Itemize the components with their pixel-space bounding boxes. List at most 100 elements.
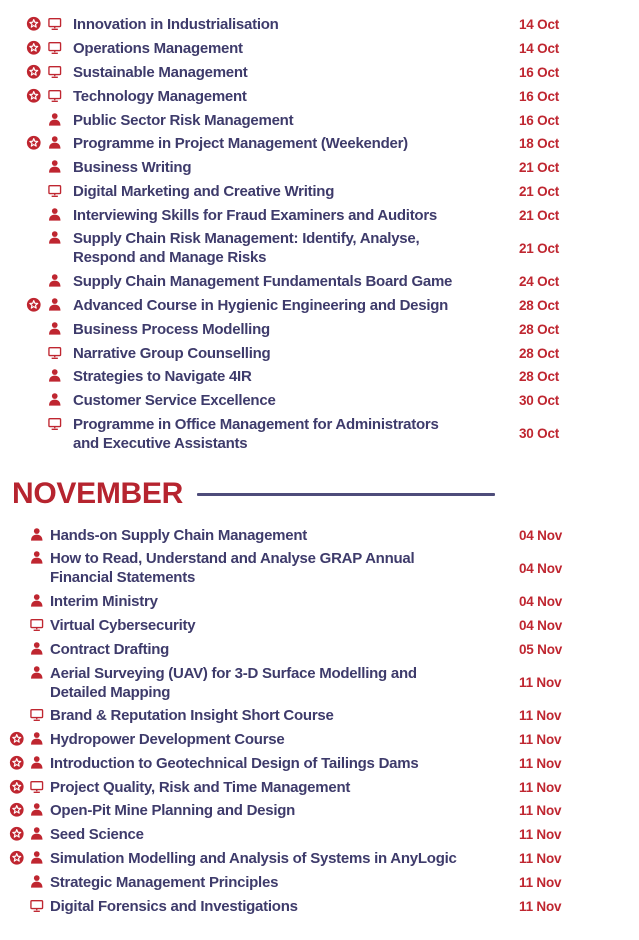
course-date: 04 Nov xyxy=(519,618,563,634)
course-title: Digital Marketing and Creative Writing xyxy=(73,182,335,200)
badge-star-icon xyxy=(26,297,42,313)
person-icon xyxy=(47,112,63,128)
header-rule xyxy=(196,493,495,496)
course-title: Project Quality, Risk and Time Managemen… xyxy=(50,778,351,796)
course-type-icons xyxy=(9,706,44,723)
course-row: Brand & Reputation Insight Short Course … xyxy=(0,704,567,728)
course-row: Programme in Office Management for Admin… xyxy=(0,413,567,456)
course-type-icons xyxy=(9,849,44,866)
course-date: 18 Oct xyxy=(519,136,560,152)
badge-star-icon xyxy=(9,731,25,747)
course-row: Interviewing Skills for Fraud Examiners … xyxy=(0,203,567,227)
course-type-icons xyxy=(24,111,62,128)
person-icon xyxy=(29,850,45,866)
course-title: Hydropower Development Course xyxy=(50,731,285,749)
course-title: Strategic Management Principles xyxy=(50,873,279,891)
course-title: Supply Chain Risk Management: Identify, … xyxy=(73,230,420,267)
course-date: 28 Oct xyxy=(519,369,560,385)
course-title: Narrative Group Counselling xyxy=(73,344,271,362)
course-title: Aerial Surveying (UAV) for 3-D Surface M… xyxy=(50,664,417,701)
course-type-icons xyxy=(24,63,62,80)
course-type-icons xyxy=(24,391,62,408)
course-title: Operations Management xyxy=(73,40,243,58)
course-date: 11 Nov xyxy=(519,779,562,795)
course-row: Aerial Surveying (UAV) for 3-D Surface M… xyxy=(0,661,567,704)
course-type-icons xyxy=(24,320,62,337)
course-title: Business Writing xyxy=(73,159,192,177)
course-row: Hydropower Development Course 11 Nov xyxy=(0,728,567,752)
course-type-icons xyxy=(9,897,44,914)
course-title: Introduction to Geotechnical Design of T… xyxy=(50,754,419,772)
course-type-icons xyxy=(9,825,44,842)
course-row: Customer Service Excellence 30 Oct xyxy=(0,389,567,413)
person-icon xyxy=(29,731,45,747)
november-section: NOVEMBER Hands-on Supply Chain Managemen… xyxy=(0,477,639,918)
course-title: Innovation in Industrialisation xyxy=(73,16,279,34)
course-row: Supply Chain Risk Management: Identify, … xyxy=(0,227,567,270)
badge-star-icon xyxy=(9,850,25,866)
course-title: Virtual Cybersecurity xyxy=(50,617,196,635)
course-title: Programme in Project Management (Weekend… xyxy=(73,135,408,153)
person-icon xyxy=(29,550,45,566)
badge-star-icon xyxy=(26,135,42,151)
course-type-icons xyxy=(9,664,44,681)
monitor-icon xyxy=(47,345,63,361)
course-date: 21 Oct xyxy=(519,183,560,199)
course-title: Customer Service Excellence xyxy=(73,392,276,410)
course-date: 21 Oct xyxy=(519,240,560,256)
course-type-icons xyxy=(9,640,44,657)
course-type-icons xyxy=(9,616,44,633)
course-row: Contract Drafting 05 Nov xyxy=(0,637,567,661)
course-type-icons xyxy=(24,229,62,246)
monitor-icon xyxy=(47,416,63,432)
badge-star-icon xyxy=(9,755,25,771)
course-row: Programme in Project Management (Weekend… xyxy=(0,132,567,156)
course-title: Programme in Office Management for Admin… xyxy=(73,415,439,452)
course-type-icons xyxy=(24,344,62,361)
badge-star-icon xyxy=(9,802,25,818)
course-type-icons xyxy=(24,206,62,223)
person-icon xyxy=(47,207,63,223)
course-row: Interim Ministry 04 Nov xyxy=(0,590,567,614)
course-row: Sustainable Management 16 Oct xyxy=(0,61,567,85)
badge-star-icon xyxy=(26,64,42,80)
course-date: 11 Nov xyxy=(519,803,562,819)
course-type-icons xyxy=(24,134,62,151)
person-icon xyxy=(47,392,63,408)
person-icon xyxy=(29,874,45,890)
course-row: Simulation Modelling and Analysis of Sys… xyxy=(0,847,567,871)
person-icon xyxy=(29,802,45,818)
badge-star-icon xyxy=(9,779,25,795)
course-date: 16 Oct xyxy=(519,112,560,128)
course-type-icons xyxy=(24,182,62,199)
course-date: 04 Nov xyxy=(519,594,563,610)
course-title: Public Sector Risk Management xyxy=(73,111,294,129)
monitor-icon xyxy=(47,40,63,56)
course-title: Strategies to Navigate 4IR xyxy=(73,368,252,386)
course-title: Advanced Course in Hygienic Engineering … xyxy=(73,296,449,314)
course-date: 11 Nov xyxy=(519,675,562,691)
course-type-icons xyxy=(24,15,62,32)
person-icon xyxy=(29,826,45,842)
course-date: 16 Oct xyxy=(519,64,560,80)
course-type-icons xyxy=(24,296,62,313)
course-date: 05 Nov xyxy=(519,641,563,657)
course-title: Interviewing Skills for Fraud Examiners … xyxy=(73,206,438,224)
monitor-icon xyxy=(47,64,63,80)
person-icon xyxy=(47,135,63,151)
month-title: NOVEMBER xyxy=(12,477,183,511)
course-type-icons xyxy=(24,367,62,384)
person-icon xyxy=(47,230,63,246)
course-date: 30 Oct xyxy=(519,426,560,442)
course-title: Interim Ministry xyxy=(50,593,158,611)
badge-star-icon xyxy=(26,16,42,32)
course-row: Technology Management 16 Oct xyxy=(0,84,567,108)
course-row: Introduction to Geotechnical Design of T… xyxy=(0,752,567,776)
course-row: Digital Marketing and Creative Writing 2… xyxy=(0,179,567,203)
course-title: Contract Drafting xyxy=(50,640,170,658)
course-row: Seed Science 11 Nov xyxy=(0,823,567,847)
course-row: Hands-on Supply Chain Management 04 Nov xyxy=(0,523,567,547)
course-type-icons xyxy=(9,754,44,771)
course-type-icons xyxy=(9,592,44,609)
